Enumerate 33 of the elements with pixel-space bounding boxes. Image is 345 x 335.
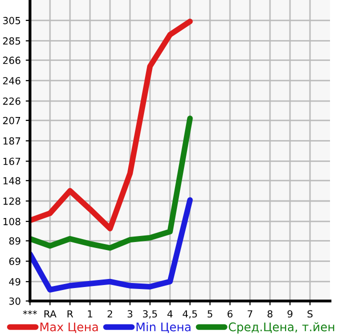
y-tick-label: 266 [3,56,20,64]
x-tick-label: R [68,310,74,318]
x-tick-label: 9 [288,310,292,318]
y-tick-label: 49 [9,278,20,286]
x-tick-label: 4,5 [182,310,197,319]
x-tick-label: 6 [228,310,232,318]
y-tick-label: 285 [3,37,20,45]
legend-label: Min Цена [136,322,190,334]
x-tick-label: 3 [128,310,132,318]
legend-label: Max Цена [40,322,98,334]
x-tick-label: 2 [108,310,112,318]
y-tick-label: 69 [9,258,20,266]
y-tick-label: 167 [3,158,20,166]
y-tick-label: 305 [3,16,20,24]
x-tick-label: RA [44,310,56,318]
x-tick-label: S [308,310,313,318]
x-tick-label: 4 [167,310,173,318]
y-tick-label: 128 [3,197,20,205]
y-tick-label: 89 [9,237,20,245]
y-tick-label: 108 [3,218,20,226]
x-tick-label: 1 [88,310,92,318]
x-tick-label: *** [23,310,37,315]
legend-label: Сред.Цена, т.йен [228,322,334,334]
x-tick-label: 3,5 [143,310,157,319]
x-tick-label: 8 [268,310,272,318]
y-tick-label: 30 [9,297,20,305]
x-tick-label: 5 [208,310,212,318]
y-tick-label: 246 [3,77,20,84]
y-tick-label: 226 [3,97,20,105]
y-tick-label: 187 [3,137,20,145]
x-tick-label: 7 [248,310,252,318]
y-tick-label: 207 [3,116,20,124]
y-tick-label: 148 [3,177,20,184]
